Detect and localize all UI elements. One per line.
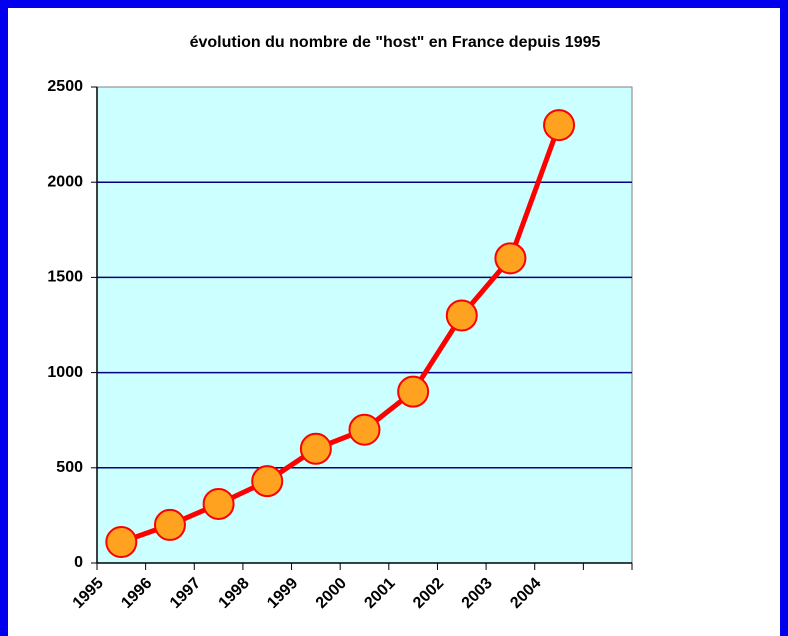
point-marker [202,487,235,520]
point-marker [543,109,576,142]
point-marker [251,465,284,498]
y-tick-label: 1500 [47,269,83,286]
point-marker [153,508,186,541]
point-marker [105,526,138,559]
y-tick-label: 1000 [47,364,83,381]
y-tick-label: 0 [74,554,83,571]
chart-title: évolution du nombre de "host" en France … [190,34,601,51]
point-marker [397,375,430,408]
point-marker [445,299,478,332]
y-tick-label: 2000 [47,173,83,190]
point-marker [348,413,381,446]
y-tick-label: 500 [56,459,83,476]
plot-area [96,86,633,564]
y-tick-label: 2500 [47,78,83,95]
point-marker [299,432,332,465]
point-marker [494,242,527,275]
series-line [120,124,562,545]
